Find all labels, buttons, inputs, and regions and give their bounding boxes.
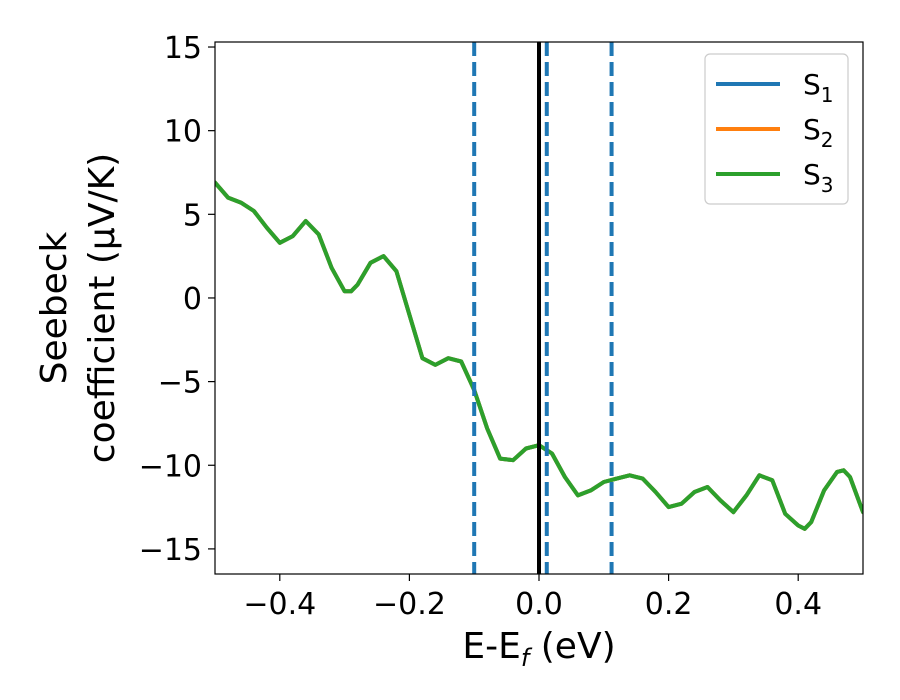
y-tick-label: −5 [158,366,202,401]
x-axis-ticks: −0.4 −0.2 0.0 0.2 0.4 [243,574,822,622]
y-tick-label: 0 [183,282,202,317]
y-tick-label: 10 [164,115,202,150]
y-axis-label-line1: Seebeck [34,231,75,384]
x-axis-label: E-Ef (eV) [462,626,615,672]
y-axis-ticks: 15 10 5 0 −5 −10 −15 [139,31,215,568]
x-tick-label: −0.2 [373,587,446,622]
legend-label-s3: S3 [803,158,834,197]
plot-area [214,41,864,575]
legend-label-s2: S2 [803,113,834,152]
x-tick-label: 0.4 [774,587,822,622]
y-tick-label: −10 [139,449,202,484]
y-tick-label: −15 [139,533,202,568]
legend: S1 S2 S3 [704,53,849,205]
y-tick-label: 5 [183,198,202,233]
y-tick-label: 15 [164,31,202,66]
x-tick-label: 0.0 [515,587,563,622]
x-tick-label: −0.4 [243,587,316,622]
x-tick-label: 0.2 [645,587,693,622]
legend-label-s1: S1 [803,68,834,107]
y-axis-label-line2: coefficient (μV/K) [82,153,123,463]
x-axis-label-unit: (eV) [529,626,615,667]
